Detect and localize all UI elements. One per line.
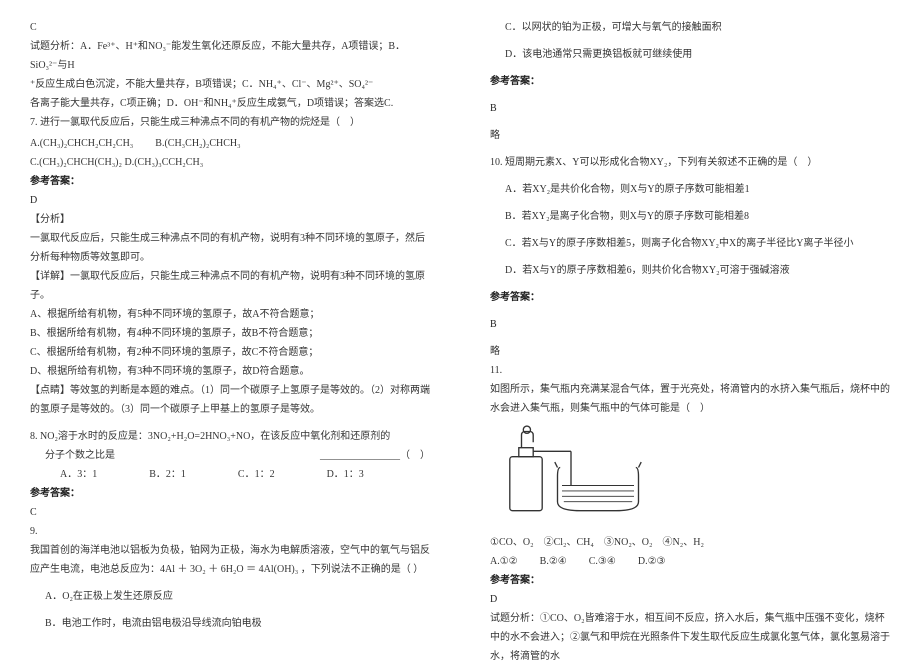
analysis-line: ⁺反应生成白色沉淀，不能大量共存，B项错误；C．NH₄⁺、Cl⁻、Mg²⁺、SO… — [30, 75, 430, 94]
q10-option-b: B．若XY₂是离子化合物，则X与Y的原子序数可能相差8 — [490, 207, 890, 226]
q11-option-a: A.①② — [490, 552, 518, 571]
q11-option-c: C.③④ — [589, 552, 616, 571]
q10-option-d: D．若X与Y的原子序数相差6，则共价化合物XY₂可溶于强碱溶液 — [490, 261, 890, 280]
q9-option-d: D．该电池通常只需更换铝板就可继续使用 — [490, 45, 890, 64]
question-7: 7. 进行一氯取代反应后，只能生成三种沸点不同的有机产物的烷烃是（ ） — [30, 113, 430, 132]
q8-option-b: B．2：1 — [119, 465, 186, 484]
analysis-text: 试题分析：①CO、O₂皆难溶于水，相互间不反应，挤入水后，集气瓶中压强不变化，烧… — [490, 609, 890, 666]
option-a: A.(CH₃)₂CHCH₂CH₂CH₃ — [30, 134, 133, 153]
reference-answer-label: 参考答案： — [490, 571, 890, 590]
analysis-line: 各离子能大量共存，C项正确；D．OH⁻和NH₄⁺反应生成氨气，D项错误；答案选C… — [30, 94, 430, 113]
reference-answer-label: 参考答案： — [30, 172, 430, 191]
point-text: 【点睛】等效氢的判断是本题的难点。（1）同一个碳原子上氢原子是等效的。（2）对称… — [30, 381, 430, 419]
apparatus-diagram — [490, 422, 670, 522]
q8-line2: 分子个数之比是 — [30, 446, 115, 465]
analysis-heading: 【分析】 — [30, 210, 430, 229]
option-cd: C.(CH₃)₂CHCH(CH₃)₂ D.(CH₃)₃CCH₂CH₃ — [30, 153, 430, 172]
q8-option-d: D．1：3 — [297, 465, 364, 484]
q11-option-d: D.②③ — [638, 552, 666, 571]
question-11-text: 如图所示，集气瓶内充满某混合气体，置于光亮处，将滴管内的水挤入集气瓶后，烧杯中的… — [490, 380, 890, 418]
q9-option-b: B．电池工作时，电流由铝电极沿导线流向铂电极 — [30, 614, 430, 633]
analysis-line: 试题分析：A．Fe³⁺、H⁺和NO₃⁻能发生氧化还原反应，不能大量共存，A项错误… — [30, 37, 430, 75]
q11-options-circled: ①CO、O₂ ②Cl₂、CH₄ ③NO₂、O₂ ④N₂、H₂ — [490, 533, 890, 552]
reference-answer-label: 参考答案： — [490, 288, 890, 307]
q8-blank: ________________（ ） — [115, 446, 430, 465]
option-a-explain: A、根据所给有机物，有5种不同环境的氢原子，故A不符合题意； — [30, 305, 430, 324]
option-d-explain: D、根据所给有机物，有3种不同环境的氢原子，故D符合题意。 — [30, 362, 430, 381]
reference-answer-label: 参考答案： — [490, 72, 890, 91]
brief: 略 — [490, 342, 890, 361]
question-9-num: 9. — [30, 522, 430, 541]
answer-c: C — [30, 503, 430, 522]
reference-answer-label: 参考答案： — [30, 484, 430, 503]
question-9-text: 我国首创的海洋电池以铝板为负极，铂网为正极，海水为电解质溶液，空气中的氧气与铝反… — [30, 541, 430, 579]
question-10: 10. 短周期元素X、Y可以形成化合物XY₂，下列有关叙述不正确的是（ ） — [490, 153, 890, 172]
analysis-letter: C — [30, 18, 430, 37]
answer-b: B — [490, 99, 890, 118]
analysis-text: 一氯取代反应后，只能生成三种沸点不同的有机产物，说明有3种不同环境的氢原子，然后… — [30, 229, 430, 267]
option-b-explain: B、根据所给有机物，有4种不同环境的氢原子，故B不符合题意； — [30, 324, 430, 343]
q8-option-a: A．3：1 — [30, 465, 97, 484]
detail-heading: 【详解】一氯取代反应后，只能生成三种沸点不同的有机产物，说明有3种不同环境的氢原… — [30, 267, 430, 305]
q9-option-c: C．以网状的铂为正极，可增大与氧气的接触面积 — [490, 18, 890, 37]
option-b: B.(CH₃CH₂)₂CHCH₃ — [155, 134, 240, 153]
q10-option-a: A．若XY₂是共价化合物，则X与Y的原子序数可能相差1 — [490, 180, 890, 199]
answer-d: D — [30, 191, 430, 210]
brief: 略 — [490, 126, 890, 145]
question-11-num: 11. — [490, 361, 890, 380]
answer-d: D — [490, 590, 890, 609]
question-8: 8. NO₂溶于水时的反应是：3NO₂+H₂O=2HNO₃+NO，在该反应中氧化… — [30, 427, 430, 446]
answer-b: B — [490, 315, 890, 334]
option-c-explain: C、根据所给有机物，有2种不同环境的氢原子，故C不符合题意； — [30, 343, 430, 362]
q8-option-c: C．1：2 — [208, 465, 275, 484]
q9-option-a: A．O₂在正极上发生还原反应 — [30, 587, 430, 606]
q11-option-b: B.②④ — [540, 552, 567, 571]
q10-option-c: C．若X与Y的原子序数相差5，则离子化合物XY₂中X的离子半径比Y离子半径小 — [490, 234, 890, 253]
